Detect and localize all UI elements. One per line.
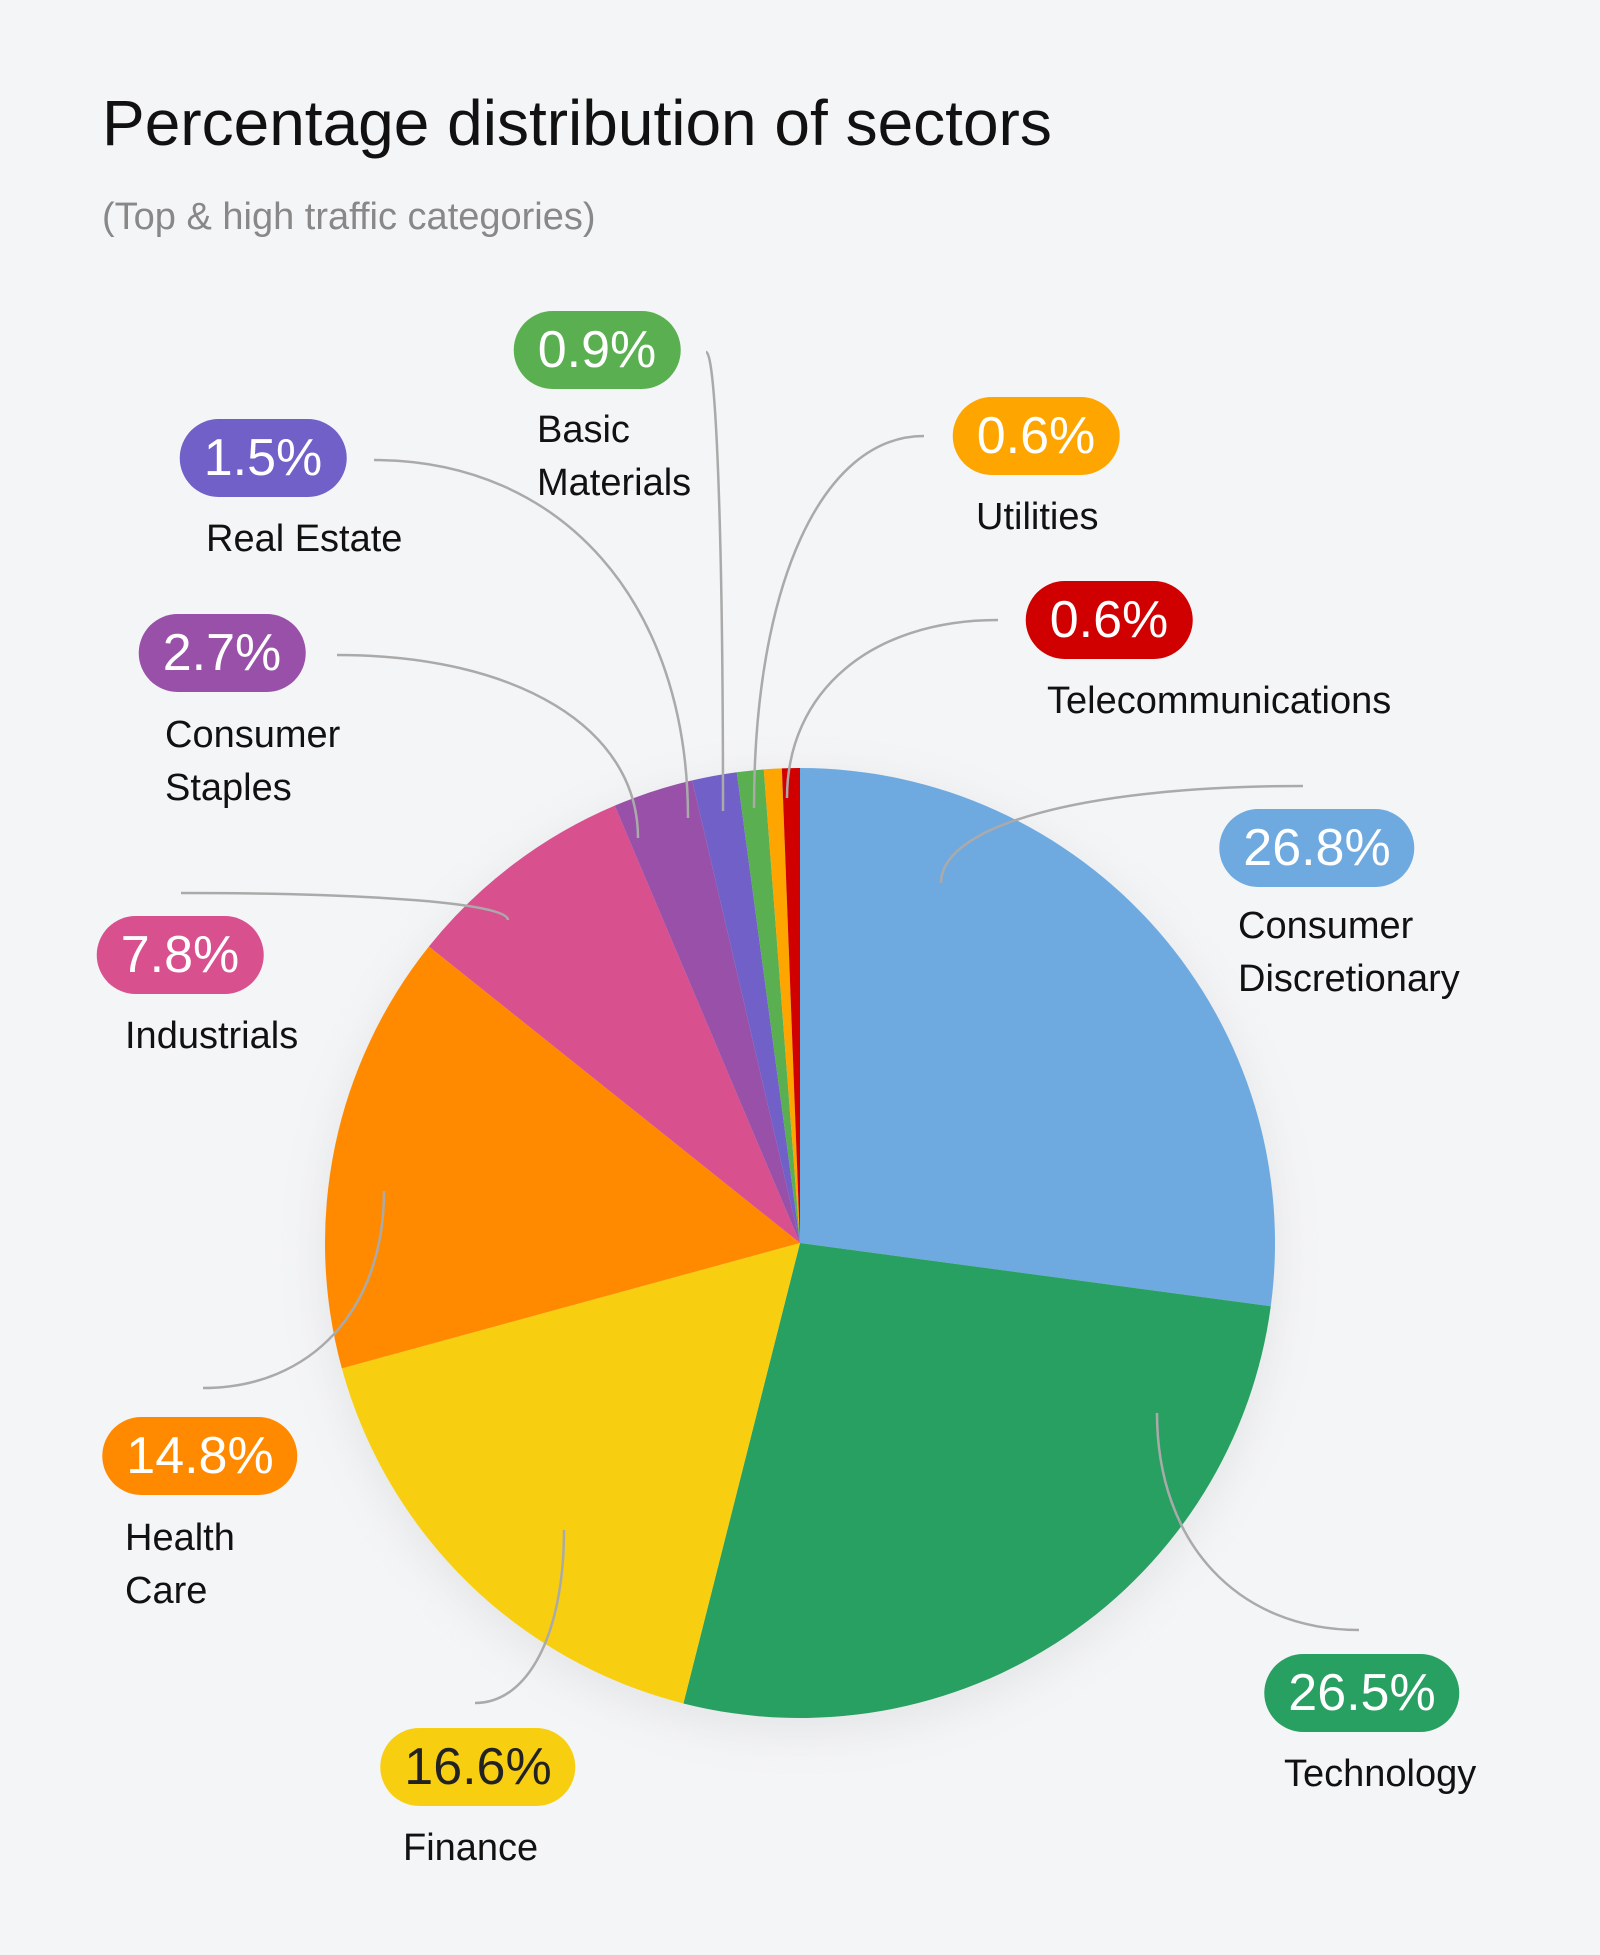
value-label: 1.5% — [179, 419, 347, 497]
category-label: Real Estate — [206, 518, 403, 560]
pie-slice — [324, 946, 800, 1369]
pie-slice — [800, 768, 1275, 1307]
pie-slice — [763, 768, 800, 1243]
category-label: Industrials — [125, 1015, 299, 1057]
category-label: Telecommunications — [1047, 680, 1392, 722]
chart-title: Percentage distribution of sectors — [102, 87, 1052, 159]
connector — [373, 458, 690, 819]
category-label: Consumer Discretionary — [1238, 905, 1460, 1000]
pie-slice — [683, 1243, 1271, 1718]
connector — [752, 434, 925, 809]
value-label: 0.6% — [1025, 581, 1193, 659]
connector — [474, 1529, 566, 1705]
pie-slice — [736, 769, 800, 1243]
pie-slice — [692, 772, 800, 1243]
value-label: 26.8% — [1219, 809, 1415, 887]
category-label: Consumer Staples — [165, 714, 341, 809]
pie-slice — [781, 768, 800, 1243]
value-label: 7.8% — [96, 916, 264, 994]
connector — [202, 1190, 386, 1390]
category-label: Utilities — [976, 496, 1099, 538]
pie-slice — [428, 805, 800, 1243]
chart-subtitle: (Top & high traffic categories) — [102, 196, 596, 238]
value-label: 14.8% — [102, 1417, 298, 1495]
value-label: 26.5% — [1264, 1654, 1460, 1732]
connector — [1155, 1412, 1360, 1632]
category-label: Finance — [403, 1827, 539, 1869]
connector — [785, 618, 999, 799]
connector — [180, 891, 510, 921]
pie-slice — [341, 1243, 800, 1704]
value-label: 2.7% — [138, 614, 306, 692]
connector — [336, 653, 640, 839]
connector — [704, 350, 725, 812]
category-label: Basic Materials — [537, 409, 692, 504]
value-label: 0.9% — [513, 311, 681, 389]
category-label: Health Care — [125, 1517, 235, 1612]
value-label: 16.6% — [380, 1728, 576, 1806]
value-label: 0.6% — [952, 397, 1120, 475]
category-label: Technology — [1284, 1753, 1477, 1795]
pie-slice — [614, 780, 800, 1243]
connector — [939, 784, 1304, 884]
